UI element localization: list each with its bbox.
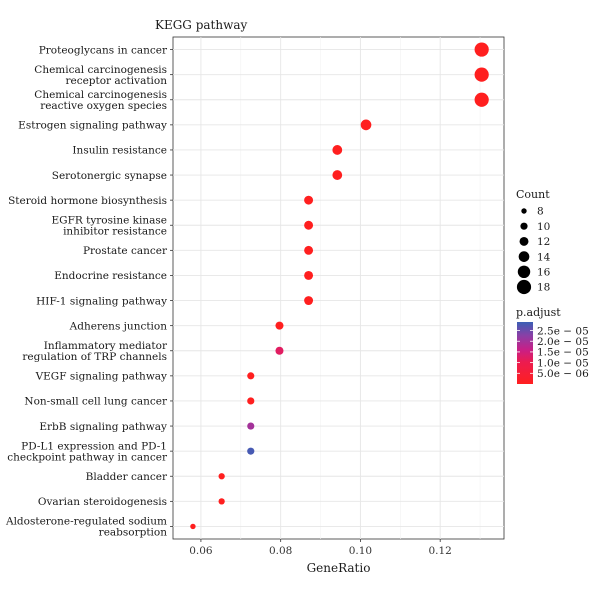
- x-tick-label: 0.06: [189, 545, 213, 557]
- p-adjust-legend-title: p.adjust: [516, 306, 561, 319]
- x-tick-label: 0.08: [269, 545, 292, 557]
- count-legend-title: Count: [516, 188, 550, 201]
- count-legend-label: 12: [537, 236, 550, 248]
- plot-panel: [172, 36, 505, 540]
- category-label: Insulin resistance: [72, 145, 167, 157]
- category-label: EGFR tyrosine kinase inhibitor resistance: [52, 214, 167, 237]
- pathway-point: [275, 346, 284, 355]
- p-adjust-legend: p.adjust 2.5e − 052.0e − 051.5e − 051.0e…: [516, 306, 589, 384]
- category-label: Serotonergic synapse: [52, 170, 167, 182]
- pathway-point: [275, 321, 284, 330]
- category-label: Prostate cancer: [83, 245, 168, 257]
- pathway-point: [304, 270, 314, 280]
- category-label: Estrogen signaling pathway: [18, 120, 167, 132]
- colorbar-label: 5.0e − 06: [537, 368, 589, 380]
- pathway-point: [332, 170, 343, 180]
- pathway-point: [247, 397, 255, 405]
- category-label: Steroid hormone biosynthesis: [8, 195, 167, 207]
- pathway-point: [304, 296, 314, 306]
- pathway-point: [247, 447, 255, 455]
- category-label: PD-L1 expression and PD-1 checkpoint path…: [7, 440, 168, 463]
- chart-title: KEGG pathway: [155, 18, 248, 32]
- count-legend-label: 8: [537, 206, 544, 218]
- pathway-point: [474, 42, 489, 57]
- category-label: Chemical carcinogenesis receptor activati…: [34, 64, 167, 87]
- pathway-point: [218, 473, 225, 480]
- category-label: Non-small cell lung cancer: [24, 396, 168, 408]
- category-label: Ovarian steroidogenesis: [38, 496, 167, 508]
- count-legend-dot: [517, 265, 531, 279]
- count-legend-dot: [521, 208, 527, 214]
- pathway-point: [474, 67, 489, 82]
- count-legend-dot: [519, 236, 529, 246]
- p-adjust-colorbar: [517, 322, 533, 384]
- colorbar-label: 2.5e − 05: [537, 325, 589, 337]
- category-label: ErbB signaling pathway: [39, 421, 167, 433]
- category-label: Proteoglycans in cancer: [39, 44, 168, 56]
- category-label: HIF-1 signaling pathway: [36, 295, 167, 307]
- pathway-point: [247, 422, 255, 430]
- data-points: [190, 42, 489, 530]
- category-label: Endocrine resistance: [54, 270, 167, 282]
- count-legend: Count 8 10 12 14 16 18: [516, 188, 551, 295]
- pathway-point: [190, 523, 196, 530]
- pathway-point: [304, 220, 314, 230]
- count-legend-label: 14: [537, 251, 551, 263]
- pathway-point: [304, 195, 314, 205]
- colorbar-label: 2.0e − 05: [537, 336, 589, 348]
- count-legend-label: 18: [537, 282, 550, 294]
- category-label: Inflammatory mediator regulation of TRP c…: [22, 340, 168, 363]
- category-label: Bladder cancer: [86, 471, 168, 483]
- category-label: Adherens junction: [69, 320, 168, 332]
- count-legend-label: 10: [537, 221, 550, 233]
- category-labels: Proteoglycans in cancer Chemical carcinog…: [5, 44, 173, 539]
- pathway-point: [474, 92, 489, 107]
- category-label: Aldosterone-regulated sodium reabsorption: [5, 516, 167, 539]
- pathway-point: [332, 145, 343, 155]
- x-tick-label: 0.12: [428, 545, 451, 557]
- pathway-point: [360, 119, 372, 131]
- colorbar-label: 1.5e − 05: [537, 347, 589, 359]
- category-label: Chemical carcinogenesis reactive oxygen s…: [34, 89, 167, 112]
- count-legend-label: 16: [537, 267, 551, 279]
- count-legend-dot: [518, 251, 530, 262]
- x-tick-label: 0.10: [349, 545, 372, 557]
- colorbar-label: 1.0e − 05: [537, 357, 589, 369]
- count-legend-dot: [516, 279, 532, 295]
- pathway-point: [304, 245, 314, 255]
- pathway-point: [247, 372, 255, 380]
- category-label: VEGF signaling pathway: [35, 371, 167, 383]
- count-legend-dot: [520, 222, 528, 230]
- x-axis-ticks: 0.06 0.08 0.10 0.12: [189, 539, 452, 557]
- pathway-point: [218, 498, 225, 505]
- x-axis-title: GeneRatio: [307, 561, 371, 575]
